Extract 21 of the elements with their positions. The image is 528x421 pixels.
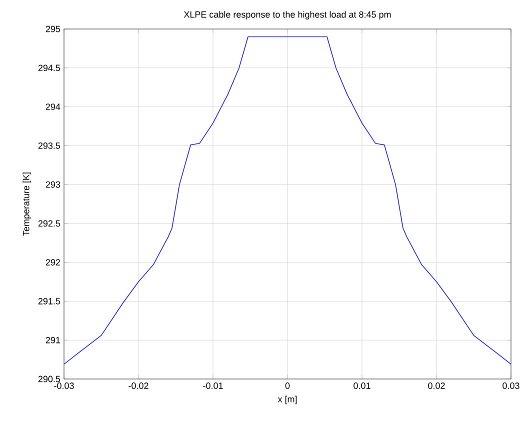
x-axis-title: x [m] bbox=[278, 396, 297, 404]
chart-title: XLPE cable response to the highest load at 8:45 pm bbox=[184, 11, 391, 20]
y-tick-label: 294.5 bbox=[38, 64, 60, 72]
y-axis-title: Temperature [K] bbox=[22, 172, 32, 236]
x-tick-label: -0.02 bbox=[128, 382, 148, 389]
x-tick-label: -0.03 bbox=[54, 382, 74, 389]
x-tick-label: 0.01 bbox=[354, 382, 370, 389]
y-tick-label: 295 bbox=[46, 26, 60, 32]
x-tick-label: -0.01 bbox=[203, 382, 223, 389]
x-tick-label: 0 bbox=[285, 382, 290, 389]
y-tick-label: 294 bbox=[46, 104, 60, 110]
y-tick-label: 293.5 bbox=[38, 142, 60, 149]
y-tick-label: 293 bbox=[46, 181, 60, 188]
y-tick-label: 290.5 bbox=[38, 376, 60, 382]
line-series bbox=[64, 36, 511, 365]
y-tick-label: 292 bbox=[46, 259, 60, 266]
x-tick-label: 0.02 bbox=[428, 382, 445, 389]
y-tick-label: 291 bbox=[46, 336, 60, 344]
y-tick-label: 292.5 bbox=[38, 220, 60, 227]
y-tick-label: 291.5 bbox=[38, 298, 60, 304]
x-tick-label: 0.03 bbox=[502, 382, 520, 389]
